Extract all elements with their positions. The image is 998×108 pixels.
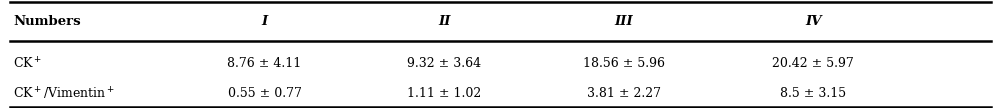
Text: 9.32 ± 3.64: 9.32 ± 3.64 (407, 57, 481, 70)
Text: 3.81 ± 2.27: 3.81 ± 2.27 (587, 87, 661, 100)
Text: 8.76 ± 4.11: 8.76 ± 4.11 (228, 57, 301, 70)
Text: 1.11 ± 1.02: 1.11 ± 1.02 (407, 87, 481, 100)
Text: 8.5 ± 3.15: 8.5 ± 3.15 (780, 87, 846, 100)
Text: I: I (261, 15, 267, 28)
Text: CK$^+$/Vimentin$^+$: CK$^+$/Vimentin$^+$ (13, 86, 115, 102)
Text: Numbers: Numbers (13, 15, 81, 28)
Text: CK$^+$: CK$^+$ (13, 56, 42, 71)
Text: 18.56 ± 5.96: 18.56 ± 5.96 (583, 57, 665, 70)
Text: IV: IV (805, 15, 821, 28)
Text: 0.55 ± 0.77: 0.55 ± 0.77 (228, 87, 301, 100)
Text: III: III (615, 15, 633, 28)
Text: 20.42 ± 5.97: 20.42 ± 5.97 (772, 57, 854, 70)
Text: II: II (438, 15, 450, 28)
